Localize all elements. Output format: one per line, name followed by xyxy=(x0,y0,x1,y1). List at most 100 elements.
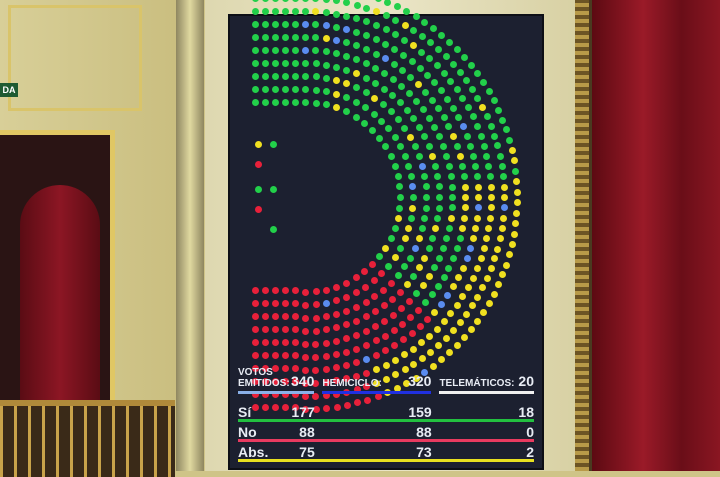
seat-yes xyxy=(445,123,453,131)
seat-no xyxy=(292,391,299,398)
seat-yes xyxy=(403,106,411,114)
seat-yes xyxy=(491,132,499,140)
seat-yes xyxy=(403,7,411,15)
seat-isolated xyxy=(270,226,277,233)
seat-no xyxy=(302,406,309,413)
seat-yes xyxy=(272,73,279,80)
seat-mixed xyxy=(483,235,491,243)
seat-no xyxy=(353,372,361,380)
seat-yes xyxy=(282,86,289,93)
seat-mixed xyxy=(421,215,429,222)
seat-yes xyxy=(373,8,381,16)
votos-label: VOTOS xyxy=(238,367,273,378)
seat-yes xyxy=(292,0,299,2)
seat-mixed xyxy=(508,241,516,249)
seat-no xyxy=(382,361,390,369)
seat-no xyxy=(262,378,269,385)
seat-yes xyxy=(409,42,417,50)
seat-no xyxy=(369,261,377,269)
seat-yes xyxy=(353,15,361,23)
seat-mixed xyxy=(473,214,481,222)
seat-no xyxy=(363,369,371,377)
seat-yes xyxy=(499,173,507,181)
seat-no xyxy=(343,321,351,329)
seat-no xyxy=(282,287,289,294)
seat-mixed xyxy=(429,235,437,243)
seat-yes xyxy=(282,8,289,15)
seat-yes xyxy=(417,48,425,56)
seat-yes xyxy=(425,114,433,122)
seat-remote xyxy=(474,204,482,212)
seat-no xyxy=(362,298,370,306)
seat-yes xyxy=(483,152,491,160)
seat-no xyxy=(272,287,279,294)
emitidos-value: 340 xyxy=(291,373,315,389)
seat-no xyxy=(333,324,341,332)
seat-yes xyxy=(398,82,406,90)
seat-mixed xyxy=(407,215,415,223)
seat-yes xyxy=(480,78,488,86)
seat-no xyxy=(322,326,330,334)
seat-yes xyxy=(343,0,351,7)
seat-mixed xyxy=(487,183,495,191)
seat-no xyxy=(252,339,259,346)
seat-mixed xyxy=(397,244,405,252)
seat-mixed xyxy=(435,183,443,191)
seat-yes xyxy=(446,38,454,46)
no-hemiciclo: 88 xyxy=(416,424,432,440)
balcony-railing xyxy=(0,400,175,477)
seat-yes xyxy=(389,92,397,100)
seat-yes xyxy=(302,60,309,67)
hemiciclo-underline xyxy=(322,391,432,394)
seat-no xyxy=(343,348,351,356)
right-curtain xyxy=(592,0,720,471)
seat-yes xyxy=(415,80,423,88)
seat-no xyxy=(403,380,411,388)
seat-no xyxy=(282,300,289,307)
seat-mixed xyxy=(474,293,482,301)
seat-yes xyxy=(391,133,399,141)
seat-no xyxy=(353,317,361,325)
seat-mixed xyxy=(406,254,414,262)
seat-yes xyxy=(472,162,480,170)
seat-yes xyxy=(410,115,418,123)
seat-mixed xyxy=(439,245,447,253)
seat-no xyxy=(380,302,388,310)
seat-yes xyxy=(252,0,259,2)
seat-mixed xyxy=(382,244,390,252)
seat-no xyxy=(312,301,320,309)
seat-yes xyxy=(499,116,507,124)
seat-no xyxy=(312,327,320,335)
seat-yes xyxy=(473,122,481,130)
abs-telematicos: 2 xyxy=(526,444,534,460)
seat-yes xyxy=(272,21,279,28)
no-line xyxy=(238,439,534,442)
seat-no xyxy=(373,365,381,373)
seat-yes xyxy=(272,8,279,15)
seat-yes xyxy=(429,152,437,160)
seat-mixed xyxy=(474,183,482,191)
seat-yes xyxy=(412,13,420,21)
seat-no xyxy=(302,354,309,361)
seat-yes xyxy=(343,52,351,60)
seat-mixed xyxy=(501,194,508,201)
seat-no xyxy=(282,339,289,346)
seat-mixed xyxy=(394,271,402,279)
wall-panel xyxy=(8,5,142,111)
seat-no xyxy=(390,311,398,319)
seat-yes xyxy=(435,105,443,113)
seat-yes xyxy=(322,48,330,56)
seat-no xyxy=(262,326,269,333)
seat-mixed xyxy=(513,188,521,196)
seat-mixed xyxy=(499,214,507,222)
seat-mixed xyxy=(422,183,430,191)
seat-remote xyxy=(363,355,371,363)
seat-no xyxy=(312,314,320,322)
seat-mixed xyxy=(397,194,404,201)
seat-yes xyxy=(373,36,380,44)
seat-yes xyxy=(392,16,400,24)
emitidos-label: EMITIDOS: xyxy=(238,378,290,389)
seat-mixed xyxy=(487,204,495,212)
seat-mixed xyxy=(477,255,485,263)
seat-yes xyxy=(453,142,461,150)
